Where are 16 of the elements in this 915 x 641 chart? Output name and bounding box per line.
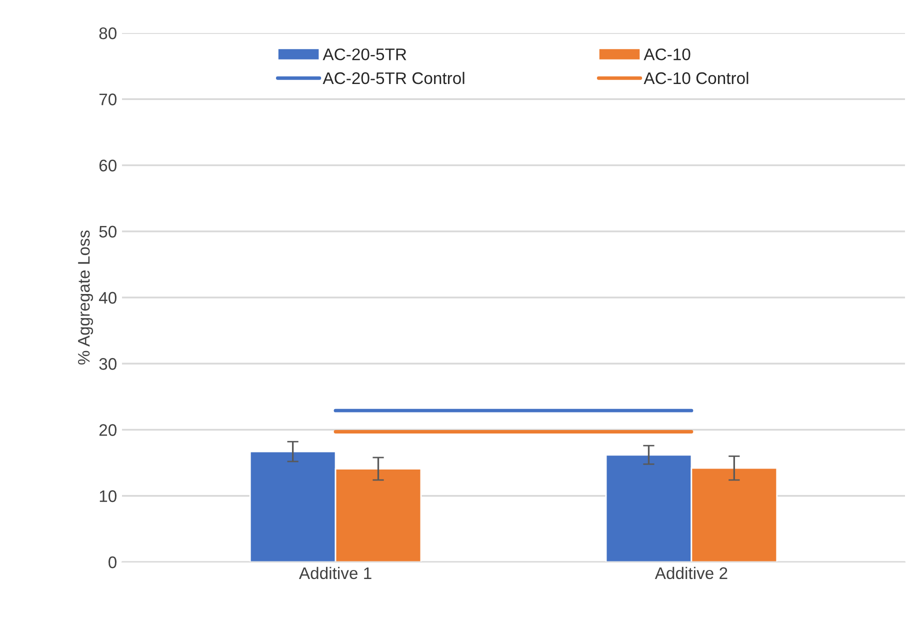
legend-label: AC-10 (644, 48, 690, 60)
x-tick-label: Additive 2 (654, 566, 728, 580)
legend-label: AC-10 Control (644, 72, 748, 84)
legend-label: AC-20-5TR Control (322, 72, 464, 84)
y-tick-label: 80 (99, 27, 116, 40)
y-tick-label: 10 (100, 490, 116, 502)
y-tick-label: 40 (98, 292, 116, 304)
y-tick-label: 0 (108, 556, 116, 568)
y-tick-label: 70 (99, 94, 116, 106)
y-tick-label: 60 (99, 160, 116, 172)
y-axis-title: % Aggregate Loss (78, 230, 94, 365)
x-tick-label: Additive 1 (298, 566, 372, 580)
legend-label: AC-20-5TR (322, 48, 406, 60)
y-tick-label: 50 (99, 226, 116, 238)
y-tick-label: 30 (99, 358, 116, 370)
y-tick-label: 20 (99, 424, 116, 436)
